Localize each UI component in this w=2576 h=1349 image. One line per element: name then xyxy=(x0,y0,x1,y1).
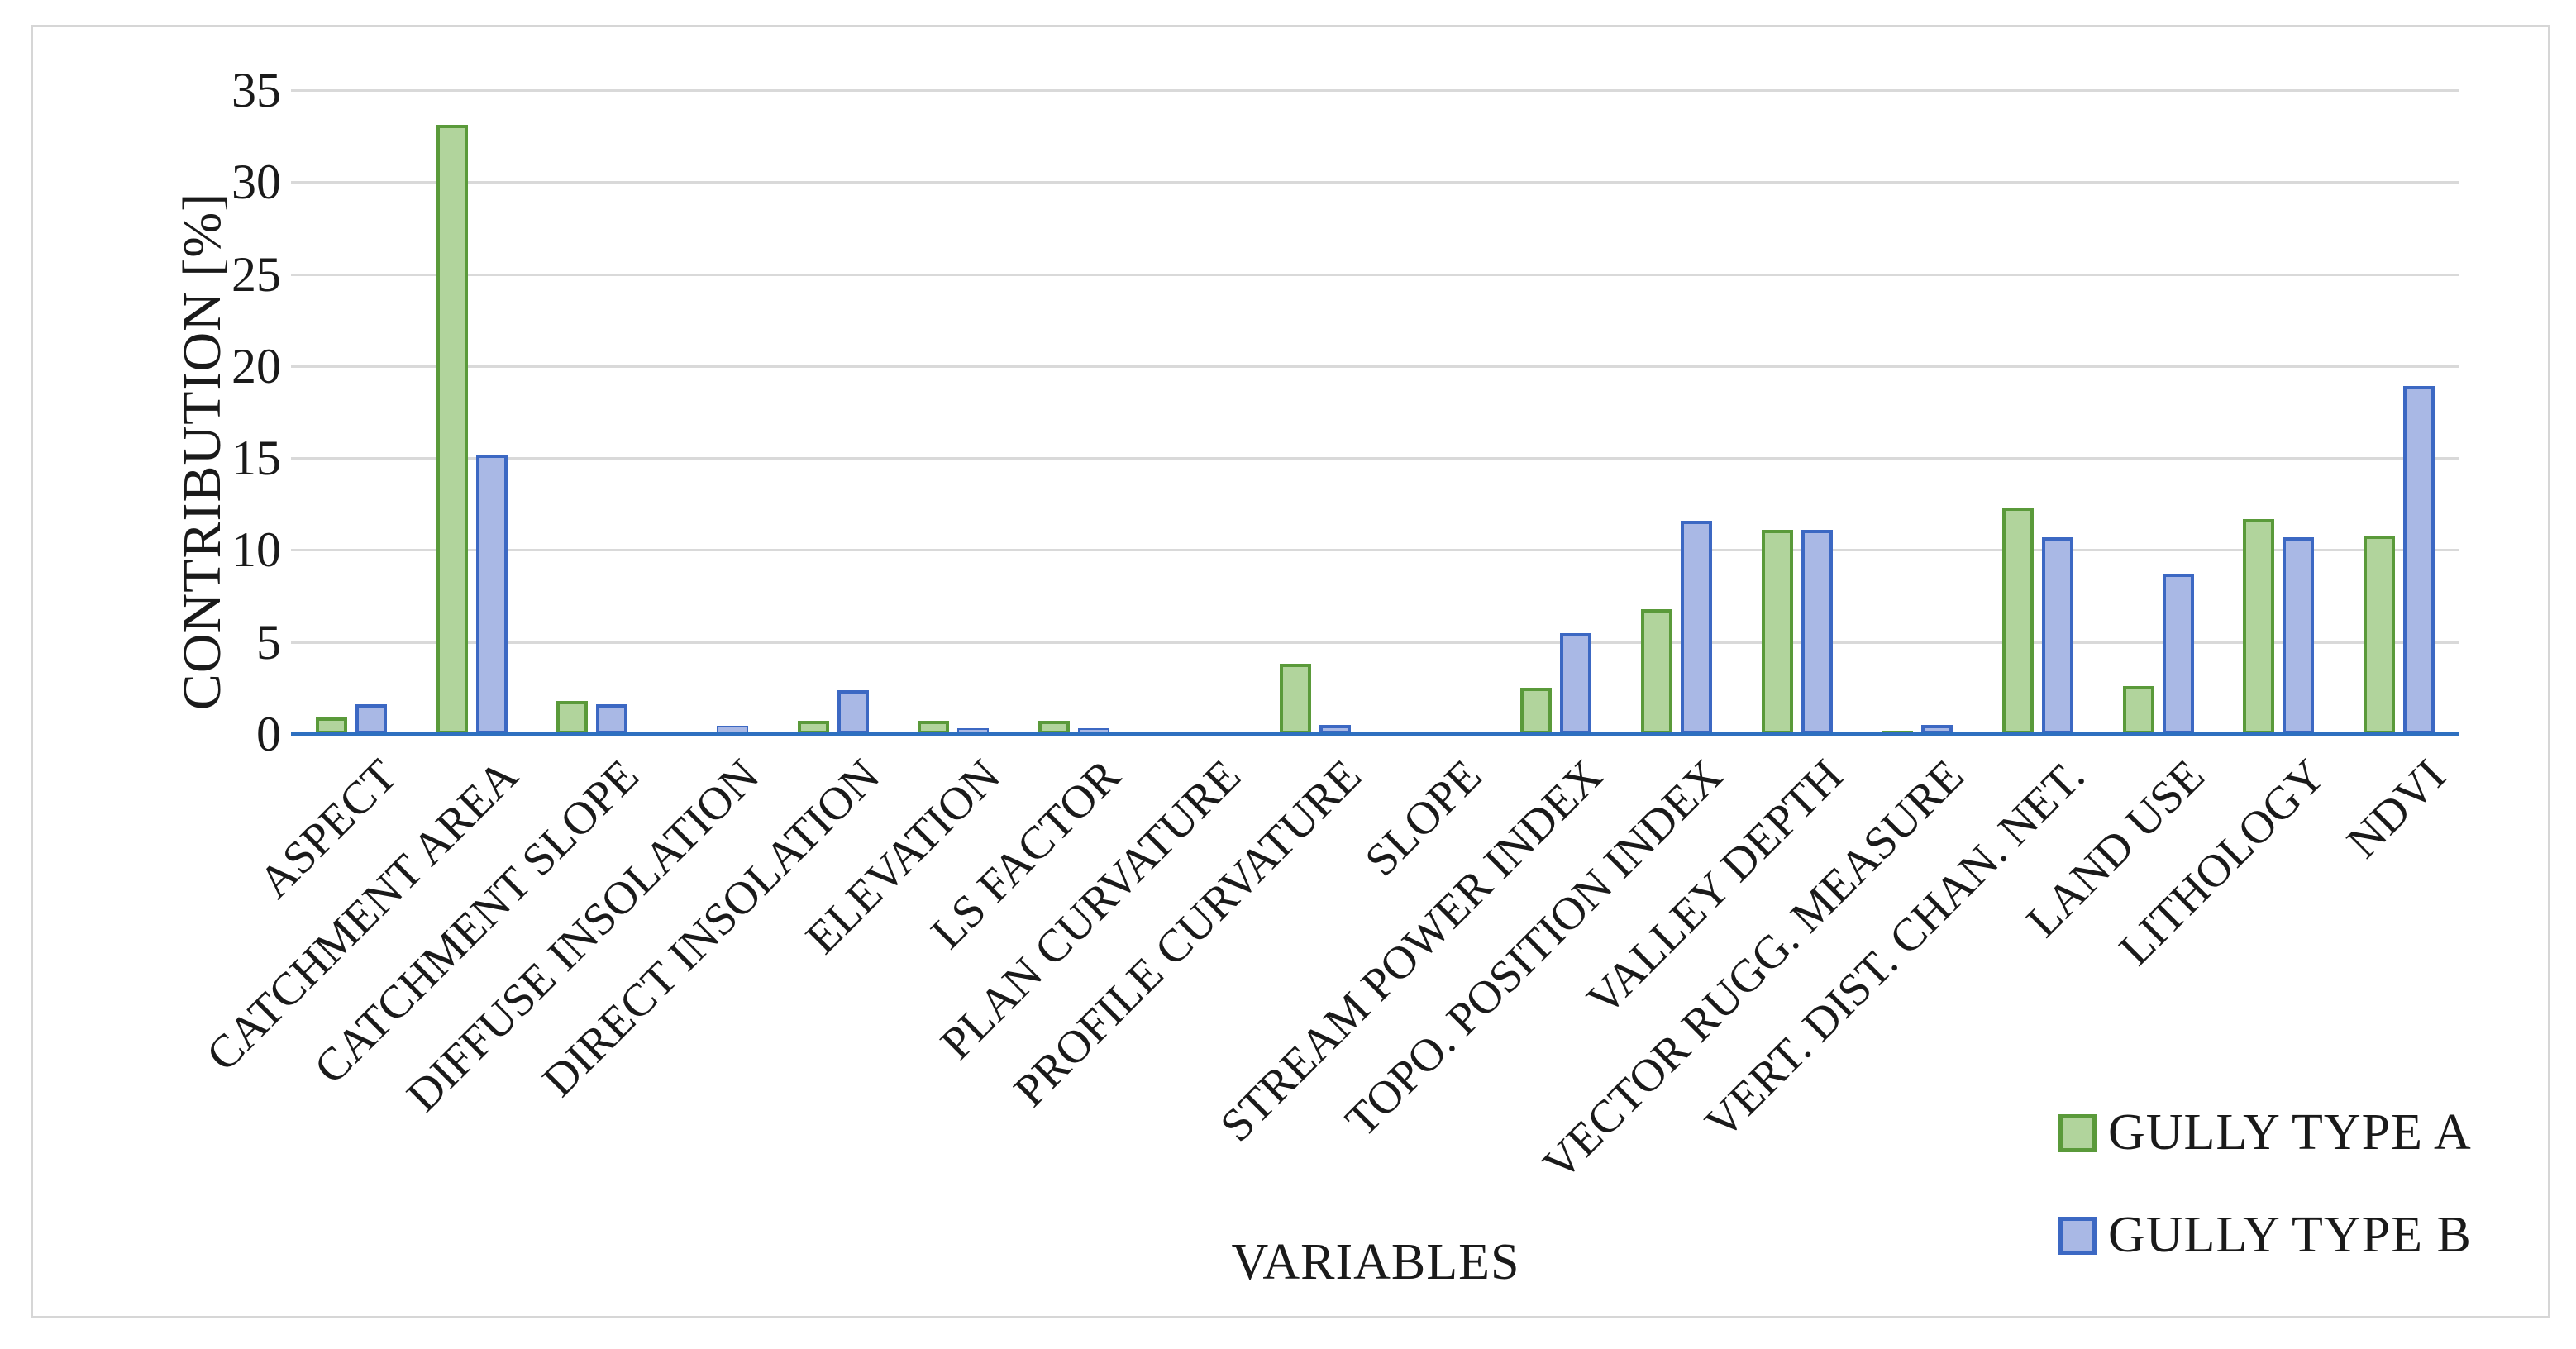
bar-gully-type-b-catchment-area xyxy=(475,455,508,734)
gridline-25 xyxy=(291,273,2459,276)
bar-gully-type-a-catchment-area xyxy=(436,125,468,734)
bar-gully-type-b-aspect xyxy=(355,704,387,734)
y-tick-label-35: 35 xyxy=(231,63,281,117)
x-axis-title: VARIABLES xyxy=(1231,1234,1520,1290)
bar-gully-type-a-vert-dist-chan-net- xyxy=(2001,508,2034,734)
legend-swatch-gully-type-a xyxy=(2058,1114,2097,1152)
bar-gully-type-a-ndvi xyxy=(2364,536,2396,734)
bar-gully-type-a-land-use xyxy=(2122,686,2154,734)
y-tick-label-30: 30 xyxy=(231,155,281,210)
bar-gully-type-a-topo-position-index xyxy=(1640,609,1672,734)
bar-gully-type-a-profile-curvature xyxy=(1279,664,1311,734)
gridline-5 xyxy=(291,641,2459,644)
bar-gully-type-b-catchment-slope xyxy=(596,704,628,734)
gridline-30 xyxy=(291,181,2459,184)
bar-gully-type-b-stream-power-index xyxy=(1560,633,1592,734)
bar-gully-type-a-valley-depth xyxy=(1761,530,1793,734)
gridline-10 xyxy=(291,549,2459,552)
legend-label-gully-type-a: GULLY TYPE A xyxy=(2108,1104,2472,1161)
x-axis-line xyxy=(291,732,2459,736)
bar-gully-type-b-vert-dist-chan-net- xyxy=(2041,537,2073,734)
bar-gully-type-a-lithology xyxy=(2243,519,2275,734)
y-tick-label-0: 0 xyxy=(256,707,281,761)
bar-gully-type-a-stream-power-index xyxy=(1520,688,1553,734)
y-tick-label-20: 20 xyxy=(231,338,281,393)
bar-gully-type-b-land-use xyxy=(2162,574,2194,734)
gridline-35 xyxy=(291,89,2459,92)
y-tick-label-5: 5 xyxy=(256,614,281,670)
bar-gully-type-b-topo-position-index xyxy=(1680,521,1712,734)
legend-label-gully-type-b: GULLY TYPE B xyxy=(2108,1207,2472,1263)
bar-gully-type-b-direct-insolation xyxy=(837,690,869,734)
y-tick-label-15: 15 xyxy=(231,431,281,486)
gridline-20 xyxy=(291,365,2459,368)
y-tick-label-10: 10 xyxy=(231,522,281,578)
plot-area xyxy=(291,89,2459,736)
bar-gully-type-b-lithology xyxy=(2283,537,2315,734)
bar-gully-type-b-valley-depth xyxy=(1801,530,1833,734)
bar-gully-type-b-ndvi xyxy=(2403,386,2435,734)
legend-swatch-gully-type-b xyxy=(2058,1217,2097,1255)
bar-gully-type-a-catchment-slope xyxy=(556,701,589,734)
gridline-15 xyxy=(291,457,2459,460)
y-tick-label-25: 25 xyxy=(231,246,281,302)
